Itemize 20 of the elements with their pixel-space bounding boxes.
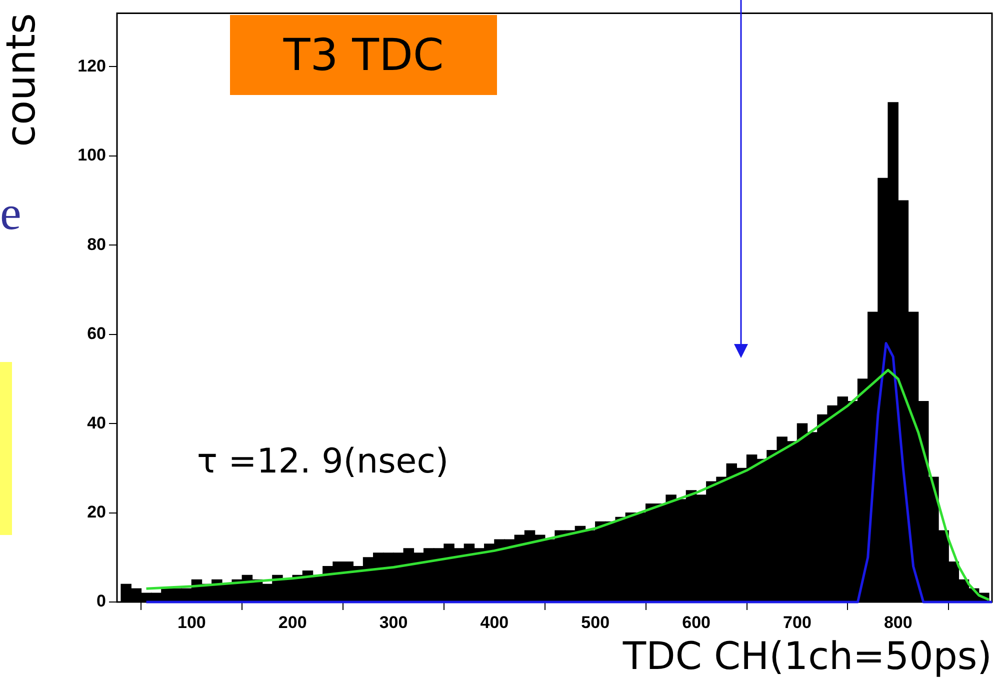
y-tick-label: 40 bbox=[87, 413, 106, 432]
y-tick-label: 120 bbox=[78, 56, 106, 76]
x-tick-label: 100 bbox=[177, 612, 206, 632]
x-tick-label: 700 bbox=[783, 612, 812, 632]
y-tick-label: 80 bbox=[87, 234, 106, 254]
x-tick-label: 400 bbox=[480, 612, 509, 632]
y-tick-label: 60 bbox=[87, 324, 106, 344]
text: e bbox=[0, 186, 22, 242]
y-axis-title: counts bbox=[0, 13, 44, 147]
chart-title: T3 TDC bbox=[230, 15, 497, 95]
annotation: τ =12. 9(nsec) bbox=[197, 441, 449, 482]
x-axis-title: TDC CH(1ch=50ps) bbox=[622, 634, 992, 678]
y-tick-label: 20 bbox=[87, 502, 106, 522]
y-tick-label: 100 bbox=[78, 146, 106, 165]
x-tick-label: 600 bbox=[682, 612, 710, 632]
x-tick-label: 500 bbox=[581, 612, 610, 632]
y-tick-label: 0 bbox=[96, 592, 106, 611]
x-tick-label: 300 bbox=[379, 612, 408, 632]
x-tick-label: 200 bbox=[278, 612, 307, 632]
x-tick-label: 800 bbox=[884, 612, 912, 632]
